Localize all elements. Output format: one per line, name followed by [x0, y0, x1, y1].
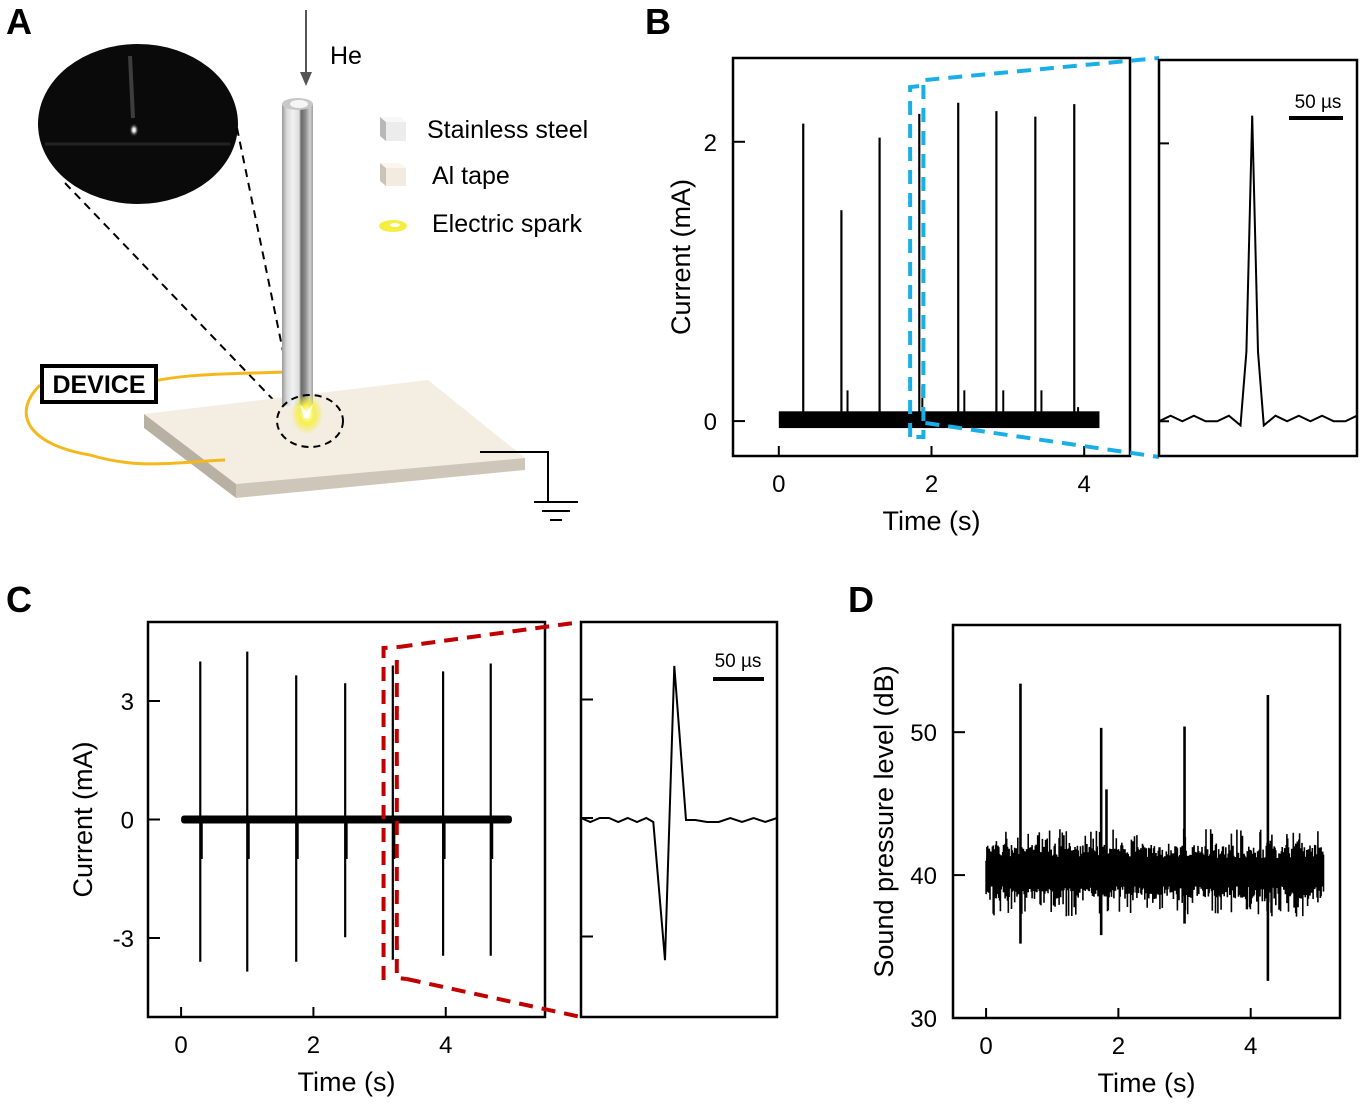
- y-axis-label: Current (mA): [666, 179, 696, 335]
- gas-label: He: [330, 42, 362, 70]
- zoom-line-left: [64, 182, 286, 413]
- panel-letter-a: A: [6, 1, 32, 42]
- panel-a: A DEVICE: [6, 1, 588, 521]
- panel-letter-c: C: [6, 579, 32, 620]
- y-axis-label: Sound pressure level (dB): [869, 665, 899, 977]
- inset-frame: [1157, 58, 1359, 458]
- baseline-noise: [778, 411, 1100, 429]
- legend-label: Stainless steel: [427, 116, 588, 144]
- x-axis-label: Time (s): [298, 1067, 396, 1097]
- inset-frame: [579, 620, 779, 1019]
- panel-b: B 0 2 4 0 2 Time (s) Current (mA) 50 µs: [645, 1, 1359, 536]
- x-tick-label: 4: [1244, 1033, 1257, 1060]
- x-axis-label: Time (s): [1098, 1068, 1196, 1098]
- x-tick-label: 2: [925, 471, 938, 498]
- legend-item-electric-spark: Electric spark: [379, 210, 583, 238]
- x-tick-label: 0: [772, 471, 785, 498]
- legend-label: Al tape: [432, 162, 510, 190]
- zoom-connector-bottom: [406, 977, 582, 1019]
- x-tick-label: 4: [439, 1032, 452, 1059]
- pulse-trace: [1158, 115, 1358, 428]
- panel-c: C 0 2 4 -3 0 3 Time (s) Current (mA) 50 µs: [6, 579, 779, 1097]
- arrow-head-icon: [300, 72, 312, 86]
- y-tick-label: 3: [121, 689, 134, 716]
- x-tick-label: 0: [979, 1033, 992, 1060]
- y-tick-label: 30: [910, 1006, 937, 1033]
- plot-area: [778, 102, 1100, 429]
- device-box: DEVICE: [40, 364, 158, 404]
- legend-label: Electric spark: [432, 210, 583, 238]
- scale-bar-label: 50 µs: [715, 651, 762, 672]
- zoom-connector-top: [925, 56, 1160, 82]
- zoom-connector-top: [398, 620, 582, 649]
- zoom-box-right-edge: [910, 85, 926, 439]
- scale-bar-label: 50 µs: [1295, 92, 1342, 113]
- x-axis-label: Time (s): [883, 506, 981, 536]
- y-axis-label: Current (mA): [68, 741, 98, 897]
- zoom-box-left-edge: [908, 84, 921, 437]
- x-tick-label: 4: [1078, 471, 1091, 498]
- y-tick-label: 2: [704, 130, 717, 157]
- y-tick-label: 40: [910, 863, 937, 890]
- chart-b-inset: 50 µs: [1157, 58, 1359, 458]
- zoom-box-left-edge: [381, 645, 399, 980]
- chart-b-main: 0 2 4 0 2 Time (s) Current (mA): [666, 56, 1160, 536]
- legend-a: Stainless steel Al tape Electric spark: [379, 116, 588, 238]
- y-tick-label: 50: [910, 720, 937, 747]
- panel-d: D 0 2 4 30 40 50 Time (s) Sound pressure level …: [848, 579, 1342, 1098]
- spark-highlight-circle: [276, 394, 344, 448]
- al-tape-plate: [144, 380, 525, 498]
- zoom-box-right-edge: [394, 660, 407, 981]
- chart-d: 0 2 4 30 40 50 Time (s) Sound pressure level (d…: [869, 623, 1342, 1098]
- x-tick-label: 2: [1112, 1033, 1125, 1060]
- y-tick-label: -3: [113, 926, 134, 953]
- legend-item-stainless-steel: Stainless steel: [380, 116, 588, 144]
- chart-c-inset: 50 µs: [579, 620, 779, 1019]
- y-tick-label: 0: [121, 808, 134, 835]
- plot-area: [181, 651, 512, 972]
- x-tick-label: 0: [174, 1032, 187, 1059]
- panel-letter-b: B: [645, 1, 671, 42]
- wire-to-tape: [24, 383, 226, 466]
- zoom-connector-bottom: [925, 421, 1160, 459]
- device-label: DEVICE: [52, 371, 145, 399]
- plot-frame: [731, 56, 1132, 458]
- chart-c-main: 0 2 4 -3 0 3 Time (s) Current (mA): [68, 620, 582, 1097]
- spark-photo-inset: [38, 44, 238, 204]
- panel-letter-d: D: [848, 579, 874, 620]
- stainless-steel-tube: [282, 98, 313, 406]
- noise-trace: [985, 828, 1325, 917]
- plot-area: [985, 683, 1325, 981]
- y-tick-label: 0: [704, 409, 717, 436]
- ground-icon: [480, 451, 578, 521]
- legend-item-al-tape: Al tape: [380, 162, 510, 190]
- x-tick-label: 2: [307, 1032, 320, 1059]
- pulse-trace: [580, 665, 778, 961]
- plot-frame: [951, 623, 1342, 1020]
